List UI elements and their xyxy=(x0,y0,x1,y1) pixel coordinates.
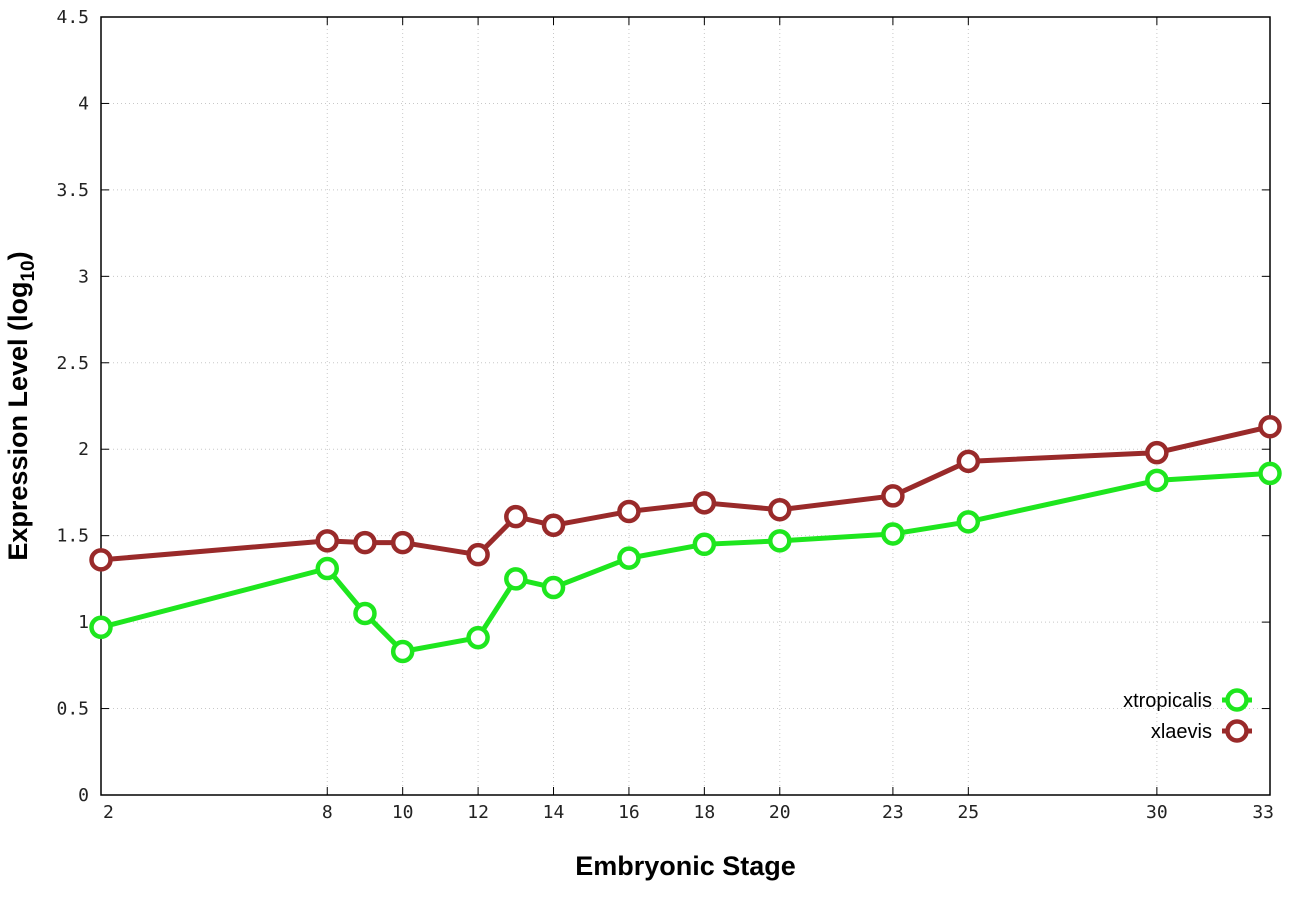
data-point xyxy=(617,499,641,524)
x-tick-label: 25 xyxy=(957,802,979,823)
legend-entry-xtropicalis: xtropicalis xyxy=(1123,688,1252,712)
data-point xyxy=(881,484,905,508)
legend: xtropicalis xlaevis xyxy=(1123,688,1252,743)
x-tick-label: 20 xyxy=(769,802,791,823)
y-tick-label: 0 xyxy=(78,785,89,806)
data-point xyxy=(390,639,415,664)
data-point xyxy=(353,530,377,555)
y-tick-label: 2 xyxy=(78,439,89,460)
data-point xyxy=(315,556,340,581)
y-axis-title: Expression Level (log10) xyxy=(3,251,39,560)
y-axis-title-subscript: 10 xyxy=(18,260,39,281)
x-tick-label: 30 xyxy=(1146,802,1168,823)
data-point xyxy=(504,504,528,529)
data-point xyxy=(692,532,717,557)
data-point xyxy=(1145,440,1169,465)
y-axis-title-main: Expression Level (log xyxy=(3,282,33,561)
data-point xyxy=(1258,461,1282,486)
x-tick-label: 8 xyxy=(322,802,333,823)
y-axis-title-close: ) xyxy=(3,251,33,260)
y-tick-label: 4 xyxy=(78,93,89,114)
series-line xyxy=(100,470,1271,655)
data-point xyxy=(353,601,377,626)
x-tick-label: 14 xyxy=(543,802,565,823)
y-tick-label: 3 xyxy=(78,266,89,287)
data-point xyxy=(541,513,566,538)
legend-marker xyxy=(1225,719,1249,743)
legend-marker xyxy=(1225,688,1249,712)
x-tick-label: 10 xyxy=(392,802,414,823)
data-point xyxy=(956,449,981,474)
data-point xyxy=(768,529,792,553)
grid-lines xyxy=(101,17,1270,795)
legend-label: xtropicalis xyxy=(1123,690,1212,712)
x-tick-label: 23 xyxy=(882,802,904,823)
data-point xyxy=(617,546,641,570)
series-xtropicalis xyxy=(89,461,1282,664)
legend-entry-xlaevis: xlaevis xyxy=(1151,719,1252,743)
data-point xyxy=(692,491,717,515)
data-point xyxy=(956,510,981,534)
data-point xyxy=(390,530,415,555)
y-tick-label: 1.5 xyxy=(56,526,89,547)
data-point xyxy=(1145,468,1169,493)
y-tick-label: 3.5 xyxy=(56,180,89,201)
data-point xyxy=(89,548,113,572)
series-lines xyxy=(89,414,1282,664)
data-point xyxy=(466,542,490,567)
x-tick-label: 33 xyxy=(1252,802,1274,823)
y-tick-label: 4.5 xyxy=(56,7,89,28)
series-xlaevis xyxy=(89,414,1282,572)
x-tick-label: 2 xyxy=(103,802,114,823)
x-tick-label: 12 xyxy=(467,802,489,823)
axis-ticks: 0 0.5 1 1.5 2 2.5 3 3.5 4 4.5 2 8 10 12 14 16 18 20 23 25 30… xyxy=(56,7,1274,823)
x-tick-label: 18 xyxy=(694,802,716,823)
x-axis-title: Embryonic Stage xyxy=(575,851,796,881)
data-point xyxy=(89,615,113,640)
x-tick-label: 16 xyxy=(618,802,640,823)
y-tick-label: 2.5 xyxy=(56,353,89,374)
y-tick-label: 0.5 xyxy=(56,699,89,720)
data-point xyxy=(768,497,792,522)
data-point xyxy=(504,567,528,591)
data-point xyxy=(541,575,566,600)
data-point xyxy=(881,522,905,546)
data-point xyxy=(1258,414,1282,439)
data-point xyxy=(466,625,490,650)
data-point xyxy=(315,529,340,553)
y-tick-label: 1 xyxy=(78,612,89,633)
plot-frame xyxy=(100,16,1271,796)
legend-label: xlaevis xyxy=(1151,721,1212,743)
